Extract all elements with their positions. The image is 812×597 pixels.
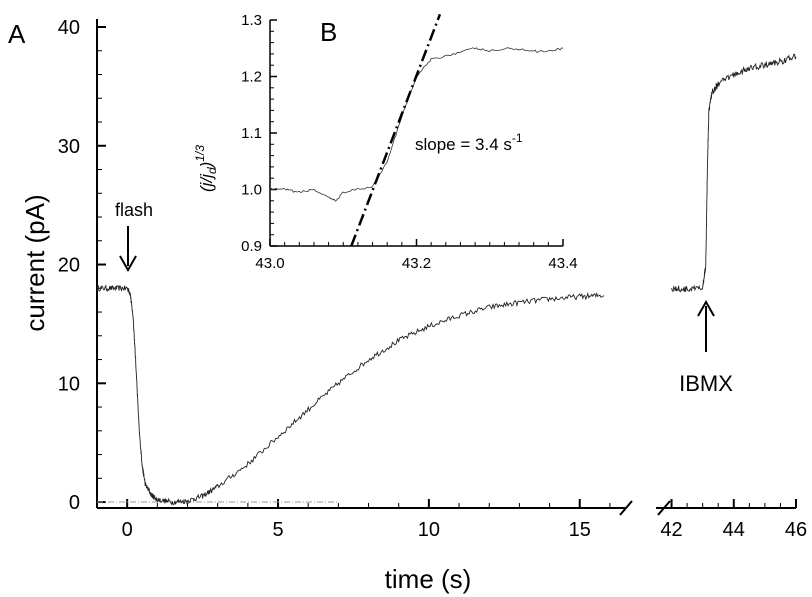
panel-b-traces xyxy=(269,13,564,247)
panel-b-y-tick-label: 1.3 xyxy=(241,12,262,29)
panel-b-y-tick-label: 1.1 xyxy=(241,125,262,142)
flash-label: flash xyxy=(115,200,153,220)
x-axis-label: time (s) xyxy=(385,564,472,594)
ibmx-label: IBMX xyxy=(679,371,733,396)
x-tick-label: 42 xyxy=(660,519,682,541)
panel-b-x-tick-label: 43.2 xyxy=(402,255,431,272)
y-tick-label: 30 xyxy=(58,136,80,158)
panel-b-y-tick-label: 0.9 xyxy=(241,238,262,255)
ibmx-arrow xyxy=(697,299,715,352)
x-tick-label: 0 xyxy=(122,519,133,541)
panel-label-a: A xyxy=(8,19,26,49)
panel-a-traces xyxy=(96,53,797,506)
panel-b-x-tick-label: 43.4 xyxy=(548,255,577,272)
panel-b: B 0.91.01.11.21.343.0 43.2 43.4 (j/jd)1/3 … xyxy=(193,0,580,278)
y-tick-label: 10 xyxy=(58,373,80,395)
panel-b-x-tick-label: 43.0 xyxy=(255,255,284,272)
current-trace-flash xyxy=(96,284,605,506)
panel-b-y-axis-label: (j/jd)1/3 xyxy=(193,145,219,192)
panel-b-y-tick-label: 1.0 xyxy=(241,182,262,199)
panel-a-axes xyxy=(96,19,796,516)
x-tick-label: 44 xyxy=(723,519,745,541)
flash-arrow xyxy=(119,226,137,273)
panel-b-ticks: 0.9 1.0 1.1 1.2 1.3 43.0 43.2 43.4 xyxy=(241,12,577,272)
y-tick-label: 0 xyxy=(69,492,80,514)
y-tick-label: 20 xyxy=(58,255,80,277)
panel-a-ticks: 0 10 20 30 40 0 5 10 15 42 44 46 xyxy=(58,17,807,541)
x-tick-label: 46 xyxy=(785,519,807,541)
panel-b-y-tick-label: 1.2 xyxy=(241,69,262,86)
x-tick-label: 10 xyxy=(418,519,440,541)
x-tick-label: 5 xyxy=(272,519,283,541)
axis-break-mark-left xyxy=(619,500,633,516)
normalized-current-trace xyxy=(269,47,564,202)
y-axis-label: current (pA) xyxy=(20,194,50,331)
x-tick-label: 15 xyxy=(569,519,591,541)
axis-break-mark-right xyxy=(657,500,671,516)
panel-b-background xyxy=(260,0,580,278)
slope-annotation: slope = 3.4 s-1 xyxy=(415,131,523,154)
y-tick-label: 40 xyxy=(58,17,80,39)
panel-a: A 0 10 20 30 40 0 5 10 15 42 44 46 time (s) current… xyxy=(8,17,807,594)
current-trace-ibmx xyxy=(671,53,797,293)
panel-label-b: B xyxy=(320,17,337,47)
fit-line xyxy=(350,13,442,247)
